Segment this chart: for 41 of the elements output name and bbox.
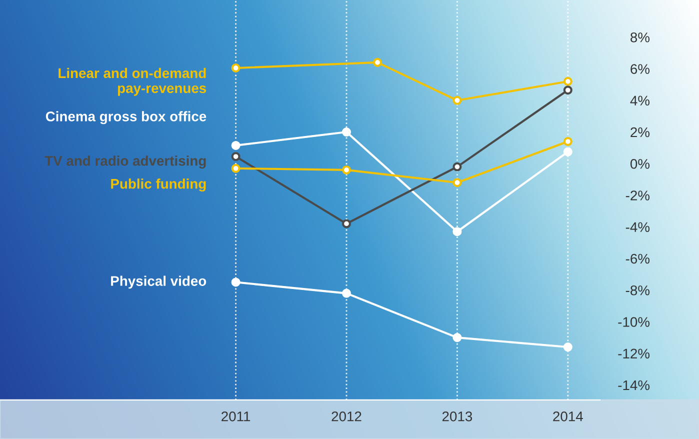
y-tick-label: 4% bbox=[630, 96, 650, 106]
point bbox=[563, 147, 572, 156]
x-tick-label: 2012 bbox=[332, 411, 362, 422]
y-tick-label: -14% bbox=[618, 380, 650, 390]
x-tick-label: 2011 bbox=[222, 411, 250, 422]
y-tick-label: -8% bbox=[626, 285, 650, 296]
point bbox=[231, 278, 240, 287]
point bbox=[342, 165, 352, 174]
point bbox=[452, 227, 462, 236]
point bbox=[452, 178, 462, 188]
point bbox=[231, 152, 240, 162]
point bbox=[452, 96, 462, 105]
point bbox=[231, 140, 240, 150]
point bbox=[452, 162, 462, 172]
series-label: TV and radio advertising bbox=[44, 156, 206, 169]
text: Cinema gross box office bbox=[46, 111, 206, 124]
y-tick-label: 0% bbox=[630, 158, 650, 169]
point bbox=[231, 164, 240, 173]
y-tick-label: 2% bbox=[630, 127, 650, 138]
y-tick-label: -6% bbox=[626, 254, 650, 264]
point bbox=[342, 128, 352, 137]
point bbox=[372, 58, 382, 67]
x-tick-label: 2014 bbox=[553, 411, 583, 422]
series-label: Linear and on-demand pay-revenues bbox=[58, 68, 206, 96]
text: Public funding bbox=[111, 178, 206, 192]
point bbox=[563, 342, 572, 352]
y-tick-label: -10% bbox=[618, 317, 650, 327]
x-tick-label: 2013 bbox=[442, 411, 472, 422]
point bbox=[563, 76, 572, 86]
y-tick-label: -4% bbox=[626, 222, 650, 232]
y-tick-label: -2% bbox=[626, 190, 650, 200]
series-label: Physical video bbox=[111, 276, 206, 289]
point bbox=[452, 333, 462, 342]
point bbox=[342, 288, 352, 298]
y-tick-label: 8% bbox=[630, 32, 650, 42]
point bbox=[563, 86, 572, 95]
y-tick-label: 6% bbox=[630, 64, 650, 74]
point bbox=[563, 136, 572, 146]
y-tick-label: -12% bbox=[618, 348, 650, 358]
point bbox=[342, 219, 352, 228]
point bbox=[231, 63, 240, 72]
